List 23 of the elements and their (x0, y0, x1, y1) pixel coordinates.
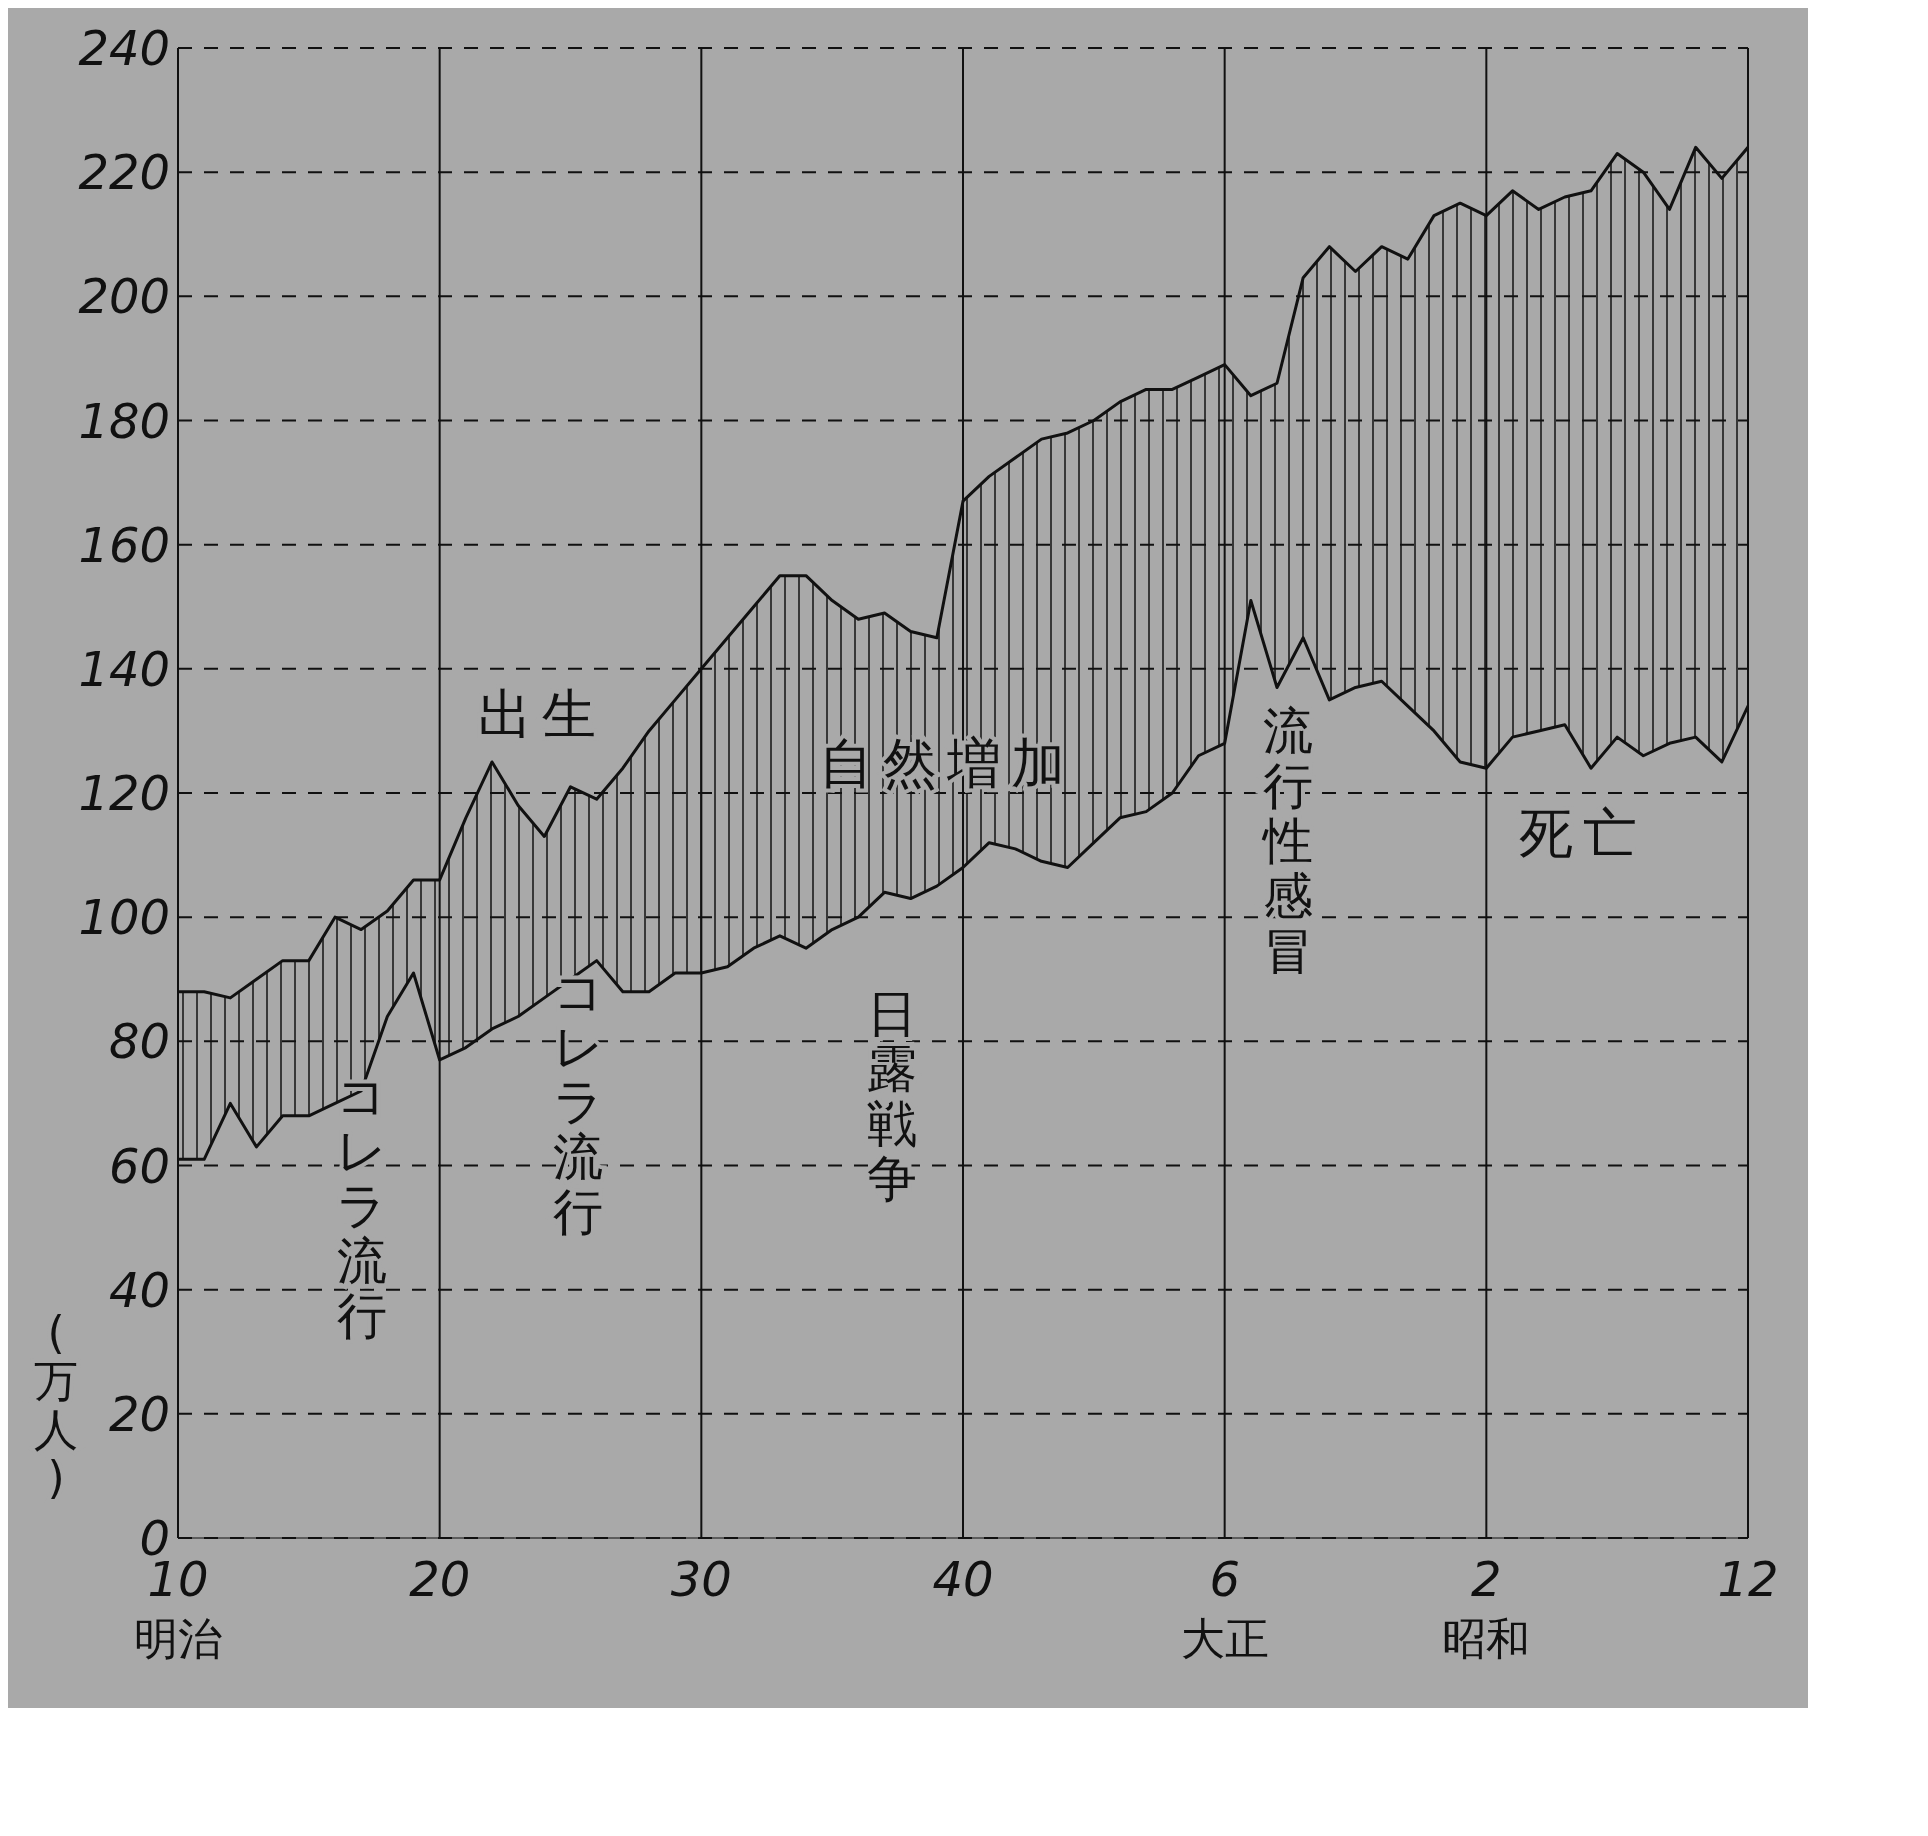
y-tick-label: 140 (78, 640, 170, 697)
y-tick-label: 200 (78, 268, 170, 325)
annotation: 出生 (478, 683, 607, 747)
y-tick-label: 180 (78, 392, 170, 449)
annotation: 流行性感冒 (1260, 702, 1313, 981)
y-tick-label: 120 (78, 765, 170, 822)
x-tick-label: 6 大正 (1180, 1551, 1269, 1664)
y-tick-label: 100 (78, 889, 170, 946)
y-tick-label: 60 (108, 1137, 170, 1194)
y-axis-title: (万人) (34, 1307, 78, 1504)
y-tick-label: 20 (108, 1385, 170, 1442)
x-tick-label: 2 昭和 (1442, 1551, 1531, 1664)
y-tick-label: 240 (78, 20, 170, 77)
annotation: 死亡 (1519, 802, 1648, 866)
x-tick-label: 40 (932, 1551, 994, 1607)
x-tick-label: 30 (670, 1551, 732, 1607)
x-tick-label: 20 (409, 1551, 471, 1607)
annotation: 日露戦争 (867, 985, 918, 1209)
x-tick-label: 12 (1717, 1551, 1779, 1607)
y-tick-label: 40 (108, 1261, 170, 1318)
y-tick-label: 220 (78, 144, 170, 201)
y-tick-label: 80 (108, 1013, 170, 1070)
y-tick-label: 160 (78, 516, 170, 573)
